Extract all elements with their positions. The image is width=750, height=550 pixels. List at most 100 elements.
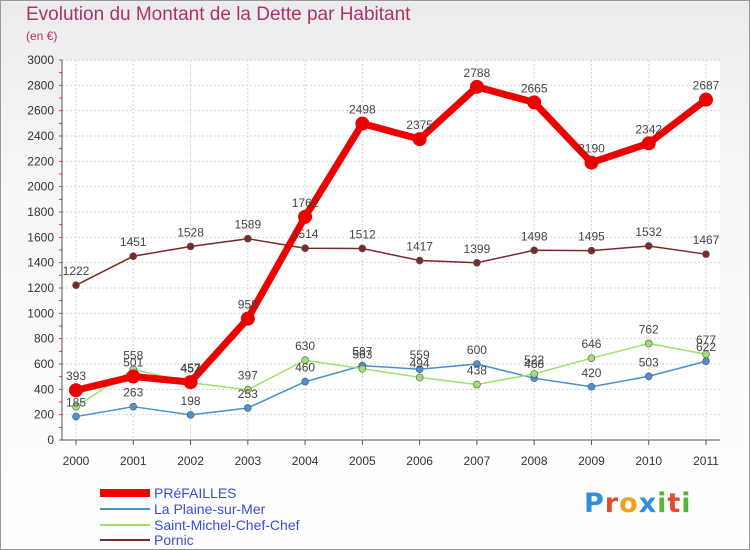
y-tick-label: 2400 [27,129,54,143]
data-label: 1528 [177,225,204,239]
data-label: 457 [181,361,201,375]
data-label: 587 [352,345,372,359]
data-point [72,412,80,421]
data-label: 185 [66,396,86,410]
data-label: 563 [352,348,372,362]
y-tick-label: 1800 [27,205,54,219]
x-tick-label: 2011 [693,454,719,468]
data-point [702,350,710,359]
data-label: 2687 [693,79,720,93]
x-tick-label: 2001 [120,454,147,468]
data-label: 622 [696,340,716,354]
data-point [699,92,713,107]
data-point [473,258,481,267]
data-label: 2498 [349,103,376,117]
x-tick-label: 2009 [578,454,605,468]
y-tick-label: 1400 [27,256,54,270]
data-label: 438 [467,364,487,378]
data-point [530,246,538,255]
y-tick-label: 0 [47,433,54,447]
data-point [473,380,481,389]
logo-letter: r [604,488,620,519]
data-label: 558 [123,348,143,362]
x-tick-label: 2006 [406,454,433,468]
chart-title: Evolution du Montant de la Dette par Hab… [26,4,411,25]
logo-letter: i [657,488,668,519]
data-label: 2788 [464,66,491,80]
data-label: 1467 [693,233,720,247]
y-tick-label: 2000 [27,180,54,194]
data-label: 253 [238,387,258,401]
data-label: 397 [238,369,258,383]
data-label: 1498 [521,229,548,243]
data-label: 1512 [349,227,376,241]
data-point [702,357,710,366]
legend-item: La Plaine-sur-Mer [100,502,265,516]
data-point [527,95,542,110]
y-tick-label: 800 [34,332,54,346]
data-point [644,339,653,348]
data-point [240,311,255,326]
x-tick-label: 2008 [521,454,548,468]
data-label: 958 [238,298,258,312]
data-point [702,250,710,258]
legend-label: PRéFAILLES [154,485,237,501]
y-tick-label: 2600 [27,104,54,118]
data-label: 263 [123,386,143,400]
data-label: 1451 [120,235,147,249]
y-tick-label: 2800 [27,78,54,92]
data-label: 677 [696,333,716,347]
data-point [644,372,653,381]
data-label: 1495 [578,230,605,244]
data-point [301,244,309,253]
data-point [584,155,599,170]
legend-swatch [100,508,150,510]
x-tick-label: 2010 [635,454,662,468]
y-tick-label: 1600 [27,230,54,244]
series-line [75,360,707,418]
data-point [183,375,198,390]
data-point [244,234,252,243]
legend-swatch [100,539,150,541]
data-label: 1589 [234,218,261,232]
data-point [129,252,138,261]
data-point [530,370,538,378]
data-point [473,360,481,368]
data-label: 646 [581,337,601,351]
data-point [587,354,596,362]
data-point [244,404,252,412]
legend-swatch [100,489,150,497]
data-point [415,365,424,373]
data-point [129,402,138,411]
x-tick-label: 2002 [177,454,204,468]
data-label: 393 [66,369,86,383]
logo-letter: t [667,488,682,519]
legend-label: Pornic [154,532,194,548]
data-point [644,242,653,250]
data-label: 630 [295,339,315,353]
data-point [412,132,427,147]
data-label: 522 [524,353,544,367]
y-tick-label: 400 [34,382,54,396]
data-point [72,281,80,290]
data-label: 1514 [292,227,319,241]
data-point [587,246,596,255]
x-tick-label: 2005 [349,454,376,468]
data-label: 420 [581,366,601,380]
y-tick-label: 200 [34,408,54,422]
legend-item: Saint-Michel-Chef-Chef [100,518,300,532]
x-tick-label: 2000 [63,454,90,468]
data-label: 1762 [292,196,319,210]
legend-label: Saint-Michel-Chef-Chef [154,517,300,533]
proxiti-logo: Proxiti [584,488,692,519]
data-label: 452 [181,362,201,376]
data-point [301,356,309,365]
data-label: 1532 [635,225,662,239]
y-tick-label: 1000 [27,306,54,320]
data-label: 503 [639,355,659,369]
y-tick-label: 2200 [27,154,54,168]
data-point [186,411,195,419]
y-tick-label: 1200 [27,281,54,295]
data-label: 2190 [578,142,605,156]
